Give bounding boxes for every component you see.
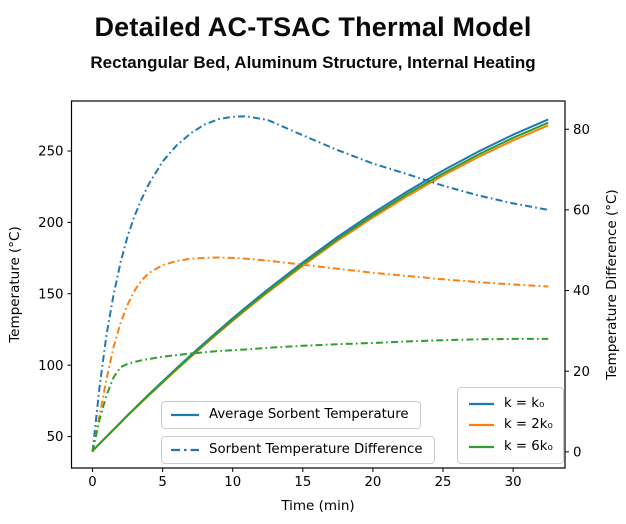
legend-item: k = 6k₀ (468, 439, 553, 456)
x-axis-label: Time (min) (280, 498, 354, 514)
legend-label: Average Sorbent Temperature (209, 406, 409, 422)
legend-item: Sorbent Temperature Difference (170, 442, 423, 459)
x-tick-label: 10 (224, 475, 241, 490)
legend-label: k = 2k₀ (504, 417, 553, 433)
legend-label: k = 6k₀ (504, 438, 553, 454)
legend-average-temperature: Average Sorbent Temperature (161, 401, 421, 429)
series-temp-diff-k0 (91, 115, 549, 453)
y-left-tick-label: 250 (38, 145, 63, 160)
y-right-tick-label: 0 (573, 445, 581, 460)
legend-k-values: k = k₀ k = 2k₀ k = 6k₀ (457, 387, 564, 464)
x-tick-label: 30 (505, 475, 522, 490)
y-right-tick-label: 40 (573, 284, 590, 299)
series-temp-diff-6k0 (91, 337, 549, 453)
y-right-tick-label: 60 (573, 203, 590, 218)
legend-label: k = k₀ (504, 395, 545, 411)
x-tick-label: 20 (364, 475, 381, 490)
legend-item: k = 2k₀ (468, 417, 553, 434)
series-avg-temp-6k0 (91, 121, 549, 452)
solid-line-swatch (171, 413, 199, 417)
right-y-axis-label: Temperature Difference (°C) (604, 189, 620, 380)
dashdot-line-swatch (171, 448, 199, 452)
solid-line-swatch (469, 424, 494, 427)
axis-ticks: 0 5 10 15 20 25 30 50 100 150 200 250 0 20 40 60 80 (38, 123, 590, 490)
x-tick-label: 0 (88, 475, 96, 490)
legend-item: Average Sorbent Temperature (170, 407, 409, 424)
y-right-tick-label: 80 (573, 123, 590, 138)
legend-label: Sorbent Temperature Difference (209, 441, 423, 457)
y-left-tick-label: 100 (38, 359, 63, 374)
y-left-tick-label: 50 (47, 430, 64, 445)
legend-item: k = k₀ (468, 396, 553, 413)
chart-subtitle: Rectangular Bed, Aluminum Structure, Int… (90, 53, 536, 72)
y-right-tick-label: 20 (573, 365, 590, 380)
x-tick-label: 5 (158, 475, 166, 490)
y-left-tick-label: 200 (38, 216, 63, 231)
curves (91, 115, 549, 453)
solid-line-swatch (469, 445, 494, 449)
series-temp-diff-2k0 (91, 256, 549, 453)
left-y-axis-label: Temperature (°C) (7, 226, 23, 344)
legend-temperature-difference: Sorbent Temperature Difference (161, 436, 435, 464)
x-tick-label: 15 (294, 475, 311, 490)
chart-title: Detailed AC-TSAC Thermal Model (94, 12, 532, 42)
y-left-tick-label: 150 (38, 287, 63, 302)
solid-line-swatch (469, 402, 494, 405)
x-tick-label: 25 (435, 475, 452, 490)
axes-frame (70, 100, 566, 469)
